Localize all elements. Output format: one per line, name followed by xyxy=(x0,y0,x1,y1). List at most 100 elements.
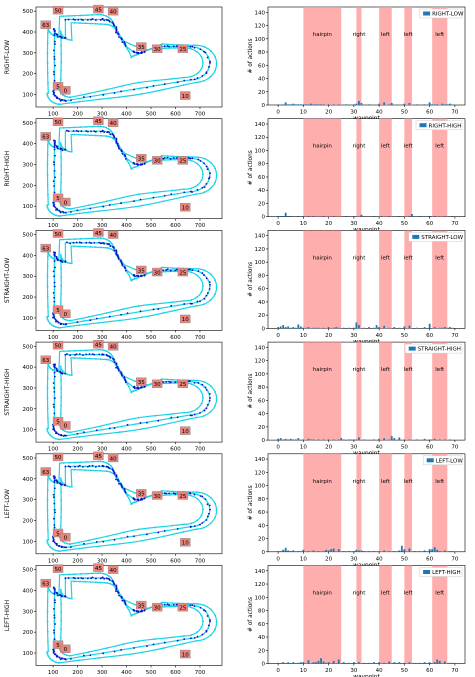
waypoint-label-text: 25 xyxy=(179,270,186,276)
track-waypoint-dot xyxy=(60,404,62,407)
action-point xyxy=(123,376,126,378)
bar xyxy=(342,662,345,664)
region-band xyxy=(356,453,362,552)
track-waypoint-dot xyxy=(69,207,72,210)
track-waypoint-dot xyxy=(79,22,81,24)
track-waypoint-dot xyxy=(106,135,109,138)
bar xyxy=(304,327,307,329)
action-point xyxy=(54,206,57,209)
action-point xyxy=(52,382,55,384)
action-point xyxy=(204,51,207,54)
track-waypoint-dot xyxy=(89,357,92,360)
track-waypoint-dot xyxy=(46,62,49,65)
action-point xyxy=(199,300,201,303)
action-point xyxy=(133,275,136,278)
bar xyxy=(355,549,358,552)
action-point xyxy=(78,464,81,467)
action-point xyxy=(56,207,58,210)
waypoint-label-text: 50 xyxy=(55,232,62,238)
action-point xyxy=(69,354,72,357)
action-point xyxy=(172,492,175,495)
track-waypoint-dot xyxy=(200,179,203,182)
track-waypoint-dot xyxy=(83,320,85,322)
bar xyxy=(352,439,355,441)
track-waypoint-dot xyxy=(126,48,129,50)
bar-y-tick-label: 40 xyxy=(258,412,265,418)
track-waypoint-dot xyxy=(209,496,212,499)
track-y-tick-label: 300 xyxy=(23,163,34,169)
bar-x-tick-label: 50 xyxy=(401,110,408,116)
bar xyxy=(383,550,386,552)
track-waypoint-dot xyxy=(84,465,87,468)
track-waypoint-dot xyxy=(98,433,100,436)
action-point xyxy=(52,202,55,204)
action-point xyxy=(53,614,56,617)
action-point xyxy=(157,308,160,311)
bar xyxy=(443,216,446,217)
waypoint-label-text: 63 xyxy=(42,582,49,588)
action-point xyxy=(141,498,144,501)
bar xyxy=(292,439,295,441)
action-point xyxy=(53,260,56,262)
region-label: hairpin xyxy=(313,479,333,485)
action-point xyxy=(137,52,140,55)
track-waypoint-dot xyxy=(79,580,81,583)
action-point xyxy=(152,308,155,311)
action-point xyxy=(64,148,67,151)
track-waypoint-dot xyxy=(99,125,102,128)
track-waypoint-dot xyxy=(66,261,69,264)
track-waypoint-dot xyxy=(91,349,94,351)
track-waypoint-dot xyxy=(73,133,76,136)
bar xyxy=(297,216,300,217)
track-waypoint-dot xyxy=(136,276,139,279)
track-waypoint-dot xyxy=(85,14,88,17)
legend-box xyxy=(408,232,463,242)
track-waypoint-dot xyxy=(46,479,49,481)
bar xyxy=(355,439,358,441)
track-waypoint-dot xyxy=(102,349,105,352)
track-waypoint-dot xyxy=(139,534,142,536)
action-point xyxy=(141,163,144,166)
action-point xyxy=(98,353,101,356)
bar-y-tick-label: 60 xyxy=(258,63,265,69)
track-waypoint-dot xyxy=(149,383,152,386)
bar xyxy=(418,216,421,217)
waypoint-label-text: 5 xyxy=(56,531,60,537)
action-point xyxy=(98,241,101,244)
bar xyxy=(282,662,285,664)
region-band xyxy=(379,342,392,441)
bar xyxy=(327,662,330,664)
track-waypoint-dot xyxy=(203,497,205,500)
action-point xyxy=(85,130,88,132)
region-label: left xyxy=(404,367,414,373)
legend-box xyxy=(419,567,463,577)
action-point xyxy=(203,609,205,612)
track-waypoint-dot xyxy=(68,15,71,17)
bar xyxy=(418,662,421,664)
region-label: right xyxy=(352,32,366,38)
bar xyxy=(342,551,345,552)
bar xyxy=(322,439,325,441)
action-point xyxy=(53,387,56,389)
track-waypoint-dot xyxy=(46,255,49,258)
track-waypoint-dot xyxy=(119,593,122,596)
action-point xyxy=(124,602,127,604)
track-waypoint-dot xyxy=(109,136,112,138)
region-label: left xyxy=(404,32,414,38)
track-waypoint-dot xyxy=(109,582,112,585)
track-waypoint-dot xyxy=(63,318,66,321)
waypoint-label-text: 25 xyxy=(179,494,186,500)
track-waypoint-dot xyxy=(46,610,49,613)
track-waypoint-dot xyxy=(203,414,205,417)
region-band xyxy=(404,230,412,329)
track-waypoint-dot xyxy=(73,461,76,464)
track-waypoint-dot xyxy=(174,158,176,161)
track-x-tick-label: 400 xyxy=(121,112,132,118)
action-point xyxy=(91,17,94,20)
track-waypoint-dot xyxy=(132,501,135,504)
action-point xyxy=(143,497,146,499)
waypoint-label-text: 30 xyxy=(154,382,161,388)
region-band xyxy=(432,118,448,217)
bar-x-tick-label: 70 xyxy=(451,110,458,116)
